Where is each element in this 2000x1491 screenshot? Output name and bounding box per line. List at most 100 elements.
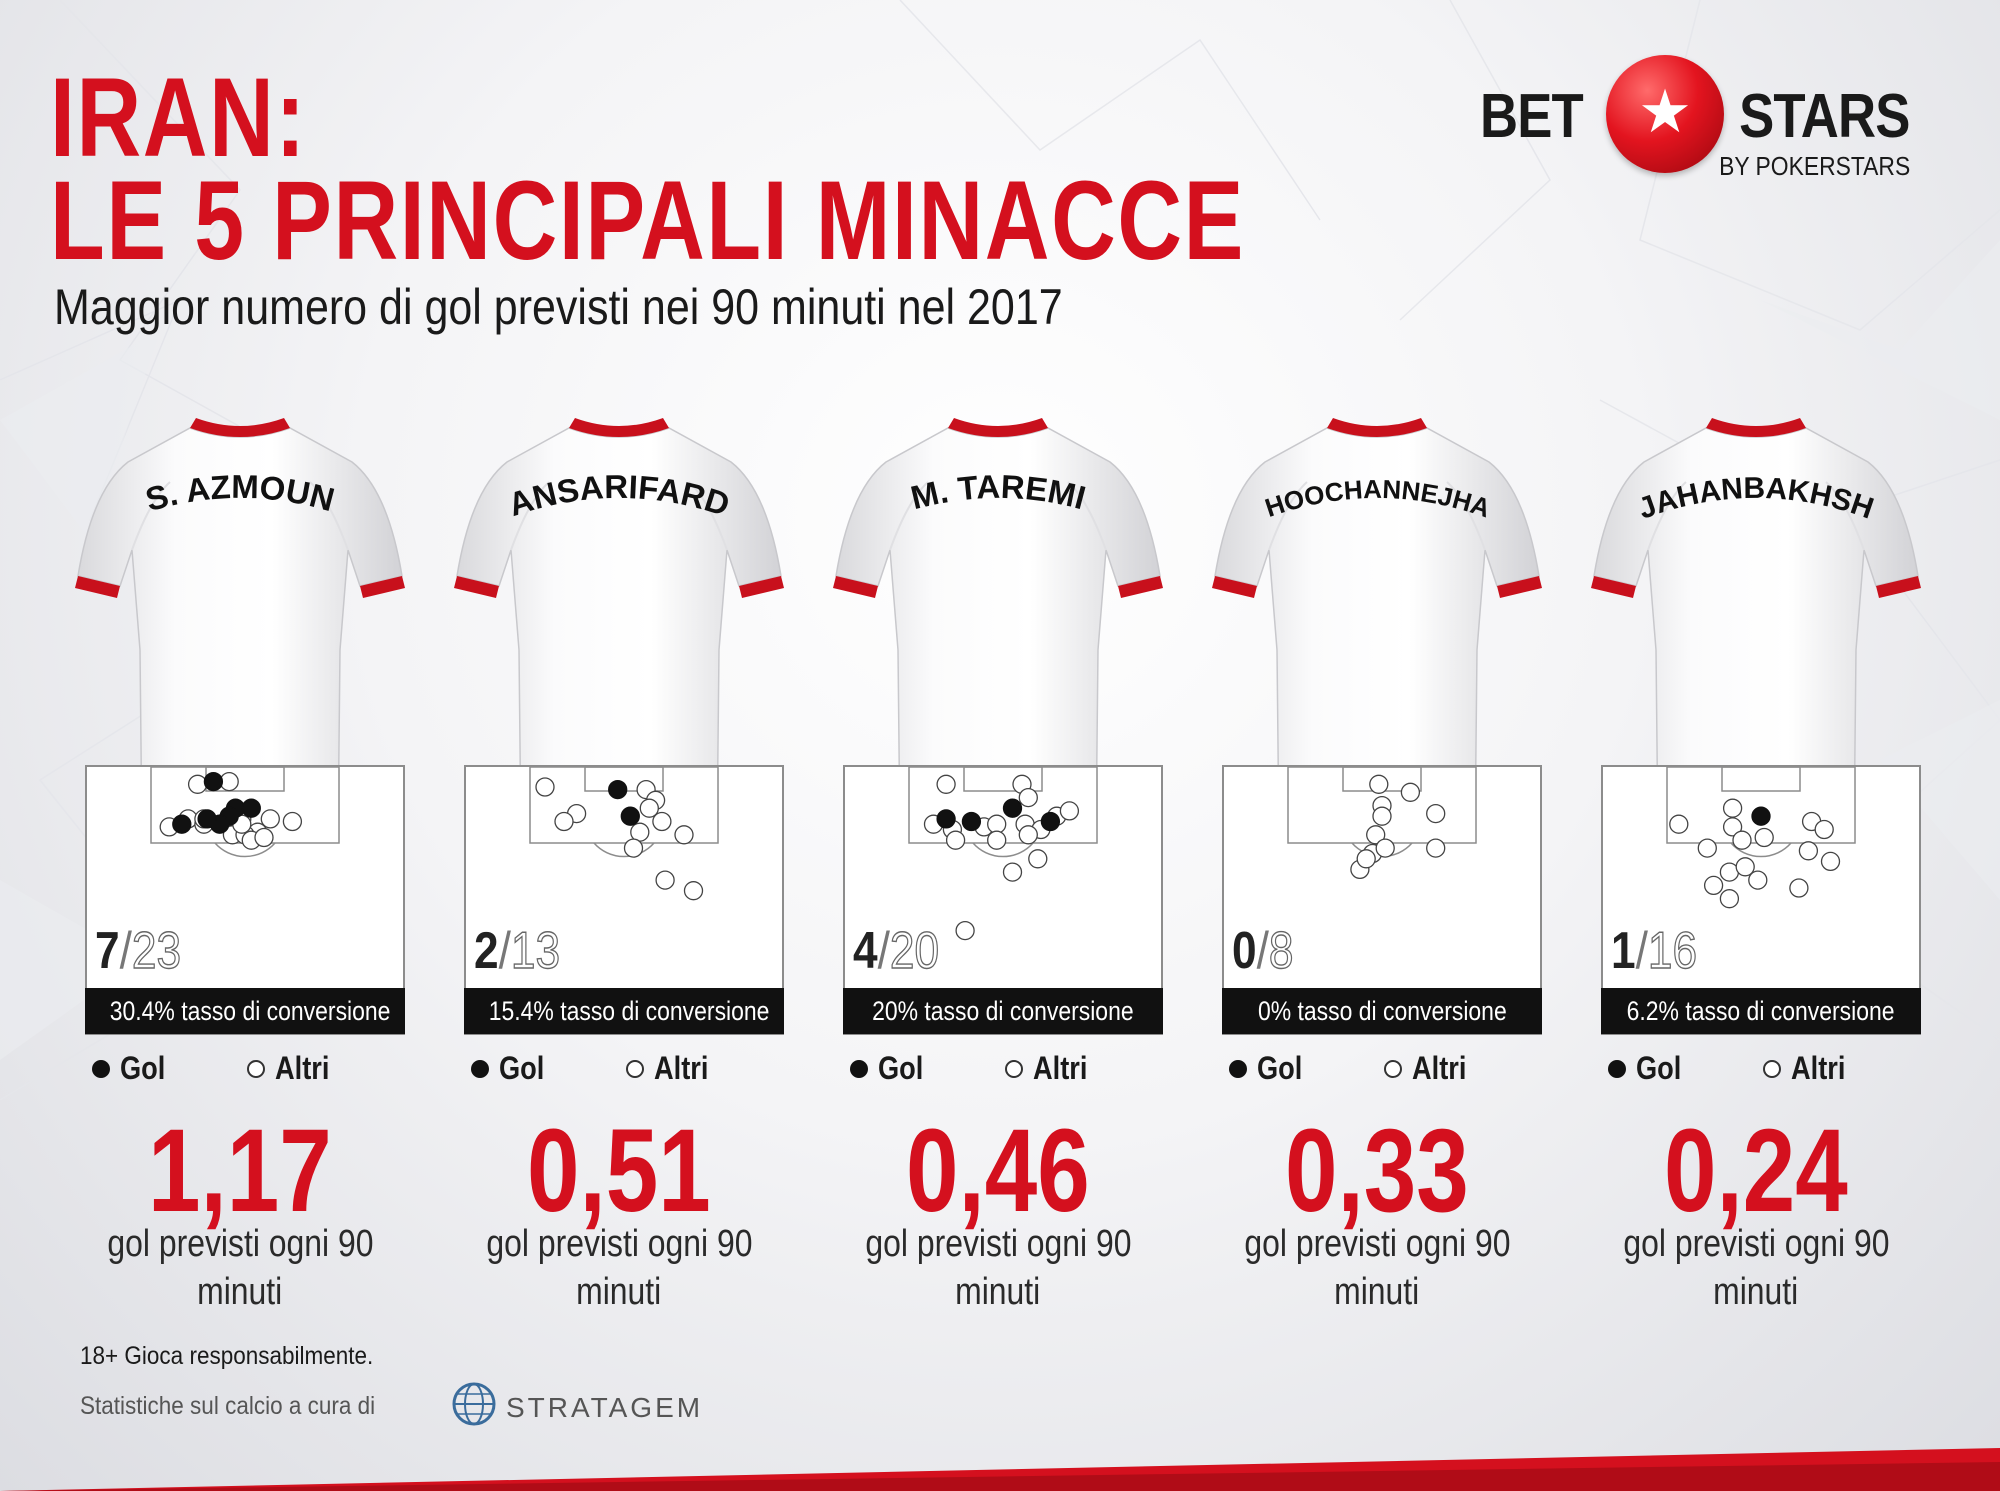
other-shot-point [945, 830, 966, 850]
other-shot-point [554, 811, 574, 832]
other-shot-point [1820, 851, 1841, 872]
hollow-dot-icon [1384, 1059, 1402, 1078]
other-shot-point [1789, 878, 1809, 898]
other-shot-point [1426, 803, 1446, 824]
expected-goals-value: 1,17 [148, 1105, 332, 1237]
player-card: ANSARIFARD 2/13 15.4% tasso di conversio… [449, 400, 789, 1330]
logo-tagline: BY POKERSTARS [1718, 151, 1910, 181]
goals-count: 4 [853, 922, 878, 980]
conversion-rate-bar: 0% tasso di conversione [1222, 988, 1542, 1034]
penalty-arc [593, 842, 655, 858]
other-shot-point [1697, 838, 1717, 858]
other-shot-point [987, 830, 1007, 850]
hollow-dot-icon [626, 1059, 644, 1078]
other-shot-point [1722, 817, 1743, 837]
goals-shots-ratio: 7/23 [95, 922, 182, 980]
other-shot-point [282, 811, 303, 832]
other-shot-point [674, 825, 694, 845]
penalty-arc [972, 842, 1034, 858]
shots-count: 16 [1647, 922, 1698, 980]
legend-goal: Gol [1229, 1050, 1310, 1087]
other-shot-point [260, 809, 280, 829]
shot-legend: Gol Altri [70, 1050, 410, 1090]
player-card: M. TAREMI 4/20 20% tasso di conversione [828, 400, 1168, 1330]
goal-shot-point [172, 814, 192, 834]
filled-dot-icon [471, 1059, 489, 1078]
other-shot-point [254, 827, 274, 848]
hollow-dot-icon [1005, 1059, 1023, 1078]
shot-legend: Gol Altri [828, 1050, 1168, 1090]
goals-shots-ratio: 0/8 [1232, 922, 1294, 980]
penalty-box [529, 767, 719, 844]
jersey-icon: GHOOCHANNEJHAD [1207, 400, 1542, 840]
goal-shot-point [608, 779, 628, 800]
other-shot-point [1356, 849, 1376, 869]
conversion-rate-bar: 15.4% tasso di conversione [464, 988, 784, 1034]
other-shot-point [1372, 806, 1392, 826]
other-shot-point [655, 870, 675, 890]
shots-count: 23 [131, 922, 182, 980]
conversion-rate-bar: 20% tasso di conversione [843, 988, 1163, 1034]
legend-other: Altri [626, 1050, 718, 1087]
conversion-rate-text: 30.4% tasso di conversione [109, 996, 391, 1026]
other-shot-point [1722, 798, 1743, 818]
goal-shot-point [961, 811, 982, 832]
goal-shot-point [936, 809, 956, 829]
legend-other: Altri [247, 1050, 339, 1087]
jersey-icon: JAHANBAKHSH [1591, 418, 1921, 840]
betstars-logo: BET ★ STARS BY POKERSTARS [1480, 55, 1911, 185]
expected-goals-label: gol previsti ogni 90 minuti [106, 1223, 374, 1313]
six-yard-box [1721, 767, 1801, 792]
other-shot-point [955, 920, 975, 941]
goals-shots-ratio: 2/13 [474, 922, 561, 980]
conversion-rate-bar: 6.2% tasso di conversione [1601, 988, 1921, 1034]
other-shot-point [652, 811, 672, 832]
goals-shots-ratio: 1/16 [1611, 922, 1698, 980]
expected-goals-label: gol previsti ogni 90 minuti [1622, 1223, 1890, 1313]
stratagem-wordmark: STRATAGEM [506, 1392, 704, 1423]
expected-goals-value: 0,24 [1664, 1105, 1848, 1237]
filled-dot-icon [850, 1059, 868, 1078]
legend-other: Altri [1384, 1050, 1476, 1087]
other-shot-point [1375, 838, 1395, 858]
expected-goals-value: 0,46 [906, 1105, 1090, 1237]
legend-goal: Gol [1608, 1050, 1689, 1087]
title-line-2: LE 5 PRINCIPALI MINACCE [50, 158, 1246, 283]
expected-goals-value: 0,51 [527, 1105, 711, 1237]
expected-goals-label: gol previsti ogni 90 minuti [864, 1223, 1132, 1313]
jersey-icon: ANSARIFARD [454, 418, 784, 840]
shots-count: 13 [510, 922, 561, 980]
other-shot-point [683, 881, 704, 901]
player-card: JAHANBAKHSH 1/16 6.2% tasso di conversio… [1586, 400, 1926, 1330]
player-card: GHOOCHANNEJHAD 0/8 0% tasso di conversio… [1207, 400, 1547, 1330]
other-shot-point [623, 838, 644, 858]
other-shot-point [1400, 782, 1421, 802]
expected-goals-label: gol previsti ogni 90 minuti [1243, 1223, 1511, 1313]
hollow-dot-icon [1763, 1059, 1781, 1078]
player-card: S. AZMOUN 7/23 30.4% tasso di conversion… [70, 400, 410, 1330]
responsible-gaming-disclaimer: 18+ Gioca responsabilmente. [80, 1342, 374, 1370]
goal-shot-point [620, 806, 640, 826]
other-shot-point [1754, 827, 1774, 848]
penalty-arc [214, 842, 276, 858]
goals-count: 2 [474, 922, 499, 980]
stats-credit: Statistiche sul calcio a cura di [80, 1392, 376, 1420]
other-shot-point [936, 774, 956, 794]
legend-goal: Gol [471, 1050, 552, 1087]
six-yard-box [963, 767, 1043, 792]
goals-count: 0 [1232, 922, 1257, 980]
other-shot-point [1369, 774, 1389, 794]
subtitle: Maggior numero di gol previsti nei 90 mi… [54, 279, 1063, 335]
other-shot-point [1002, 862, 1023, 882]
goal-shot-point [1040, 811, 1061, 832]
goal-shot-point [1751, 806, 1771, 826]
other-shot-point [1018, 825, 1038, 845]
other-shot-point [1703, 875, 1724, 896]
other-shot-point [1732, 830, 1752, 850]
goals-count: 7 [95, 922, 120, 980]
stratagem-logo: STRATAGEM [450, 1380, 700, 1430]
other-shot-point [1719, 889, 1740, 909]
legend-other: Altri [1763, 1050, 1855, 1087]
shots-count: 20 [889, 922, 940, 980]
